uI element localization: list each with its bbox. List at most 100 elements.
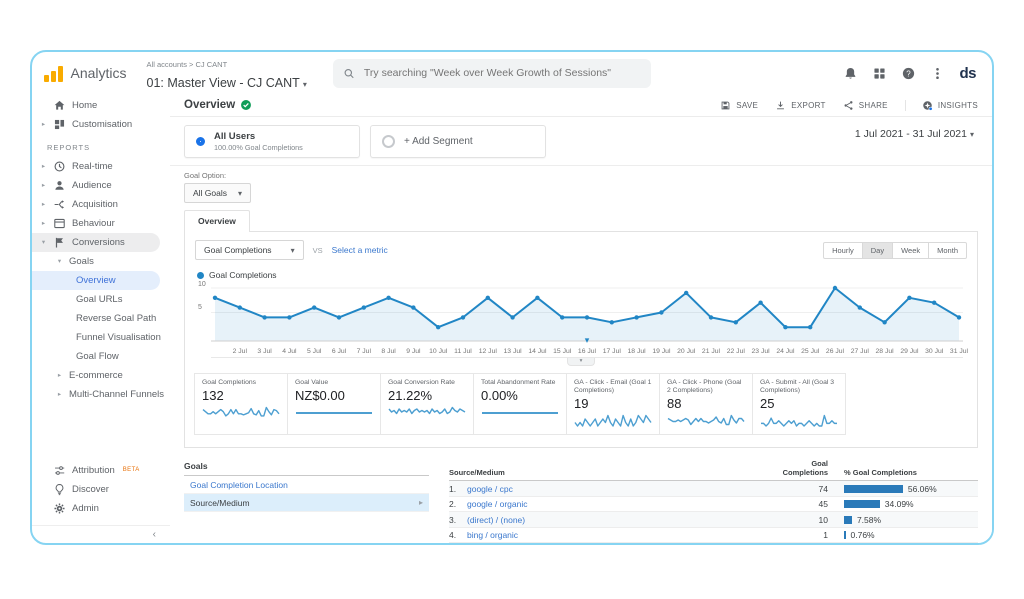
sidebar-item-admin[interactable]: Admin: [32, 499, 170, 518]
annotations-arrow-icon[interactable]: ▾: [584, 335, 590, 345]
sidebar-item-customisation[interactable]: ▸ Customisation: [32, 115, 170, 134]
help-icon[interactable]: ?: [901, 66, 916, 81]
search-input[interactable]: [363, 67, 641, 79]
tab-row: Overview: [170, 203, 992, 232]
metric-card-goal-conversion-rate[interactable]: Goal Conversion Rate 21.22%: [380, 373, 474, 436]
annotations-toggle[interactable]: ▾: [567, 358, 595, 366]
granularity-week[interactable]: Week: [892, 241, 930, 259]
sidebar-item-label: Reverse Goal Path: [76, 312, 157, 324]
granularity-month[interactable]: Month: [928, 241, 967, 259]
x-axis-label: 16 Jul: [577, 348, 597, 355]
sidebar-item-audience[interactable]: ▸ Audience: [32, 176, 170, 195]
export-button[interactable]: EXPORT: [775, 100, 826, 111]
metric-dropdown[interactable]: Goal Completions ▾: [195, 240, 304, 260]
notifications-bell-icon[interactable]: [843, 66, 858, 81]
source-medium-link[interactable]: google / cpc: [467, 483, 513, 494]
goals-row-label: Goal Completion Location: [190, 479, 288, 490]
sidebar-item-goal-urls[interactable]: Goal URLs: [32, 290, 170, 309]
behaviour-icon: [53, 217, 66, 230]
beta-badge: BETA: [122, 466, 140, 473]
sidebar-item-label: Customisation: [72, 118, 133, 130]
sidebar-item-attribution[interactable]: Attribution BETA: [32, 461, 170, 480]
segments-strip: All Users 100.00% Goal Completions + Add…: [170, 117, 992, 166]
save-button[interactable]: SAVE: [720, 100, 758, 111]
overflow-menu-icon[interactable]: [930, 66, 945, 81]
goal-option-dropdown[interactable]: All Goals ▾: [184, 183, 252, 203]
segment-subtitle: 100.00% Goal Completions: [214, 143, 303, 152]
metric-card-ga-click-phone-goal-2-completions[interactable]: GA - Click - Phone (Goal 2 Completions) 8…: [659, 373, 753, 436]
chart-x-axis: 2 Jul 3 Jul 4 Jul 5 Jul 6 Jul 7 Jul 8 Jul 9 Jul…: [211, 346, 968, 358]
metric-card-ga-click-email-goal-1-completions[interactable]: GA - Click - Email (Goal 1 Completions) 1…: [566, 373, 660, 436]
sidebar-footer: Attribution BETA Discover Admin: [32, 461, 170, 520]
col-pct-goal-completions[interactable]: % Goal Completions: [844, 468, 917, 478]
sidebar-nav: Home ▸ Customisation REPORTS ▸ Real-time ▸ Audi…: [32, 96, 170, 404]
add-segment-button[interactable]: + Add Segment: [370, 125, 546, 158]
sidebar-item-real-time[interactable]: ▸ Real-time: [32, 157, 170, 176]
download-icon: [775, 100, 786, 111]
sidebar-item-home[interactable]: Home: [32, 96, 170, 115]
sidebar-item-reverse-goal-path[interactable]: Reverse Goal Path: [32, 309, 170, 328]
pct-bar: [844, 500, 880, 509]
sidebar-item-multi-channel-funnels[interactable]: ▸ Multi-Channel Funnels: [32, 385, 170, 404]
sidebar-item-funnel-visualisation[interactable]: Funnel Visualisation: [32, 328, 170, 347]
google-analytics-logo-icon: [44, 65, 63, 82]
x-axis-label: 23 Jul: [751, 348, 770, 355]
person-icon: [53, 179, 66, 192]
source-medium-link[interactable]: (direct) / (none): [467, 514, 526, 525]
sidebar-item-behaviour[interactable]: ▸ Behaviour: [32, 214, 170, 233]
metric-card-value: 21.22%: [388, 388, 433, 404]
sidebar-item-label: Overview: [76, 274, 116, 286]
metric-card-ga-submit-all-goal-3-completions[interactable]: GA - Submit - All (Goal 3 Completions) 25: [752, 373, 846, 436]
tab-overview[interactable]: Overview: [184, 210, 250, 232]
sidebar-item-label: E-commerce: [69, 369, 123, 381]
pct-bar: [844, 484, 903, 493]
segment-all-users[interactable]: All Users 100.00% Goal Completions: [184, 125, 360, 158]
granularity-day[interactable]: Day: [861, 241, 894, 259]
select-metric-link[interactable]: Select a metric: [331, 245, 388, 255]
acquisition-icon: [53, 198, 66, 211]
x-axis-label: 30 Jul: [925, 348, 944, 355]
goal-option-strip: Goal Option: All Goals ▾: [170, 166, 992, 203]
metric-card-total-abandonment-rate[interactable]: Total Abandonment Rate 0.00%: [473, 373, 567, 436]
home-icon: [53, 99, 66, 112]
goal-completions-chart[interactable]: 5 10 ▾: [198, 281, 963, 345]
table-row: 1. google / cpc 74 56.06%: [449, 481, 978, 497]
pct-value: 7.58%: [856, 514, 882, 525]
source-medium-link[interactable]: bing / organic: [467, 530, 519, 541]
metric-card-goal-value[interactable]: Goal Value NZ$0.00: [287, 373, 381, 436]
search-bar[interactable]: [332, 58, 651, 88]
goals-row-source-medium[interactable]: Source/Medium ▸: [184, 494, 429, 513]
metric-card-sparkline: [761, 415, 837, 428]
date-range-picker[interactable]: 1 Jul 2021 - 31 Jul 2021 ▾: [854, 128, 974, 140]
metric-card-goal-completions[interactable]: Goal Completions 132: [194, 373, 288, 436]
sidebar-item-overview[interactable]: Overview: [32, 271, 160, 290]
sidebar-item-goal-flow[interactable]: Goal Flow: [32, 347, 170, 366]
gear-icon: [53, 502, 66, 515]
granularity-hourly[interactable]: Hourly: [823, 241, 863, 259]
sidebar-item-acquisition[interactable]: ▸ Acquisition: [32, 195, 170, 214]
account-switcher[interactable]: All accounts > CJ CANT 01: Master View -…: [147, 53, 307, 93]
breadcrumb: All accounts > CJ CANT: [146, 60, 228, 69]
apps-grid-icon[interactable]: [872, 66, 887, 81]
col-source-medium[interactable]: Source/Medium: [449, 468, 505, 478]
add-segment-label: + Add Segment: [404, 136, 473, 147]
attribution-icon: [53, 464, 66, 477]
x-axis-label: 15 Jul: [553, 348, 572, 355]
x-axis-label: 3 Jul: [257, 348, 272, 355]
sidebar-collapse-button[interactable]: ‹: [32, 525, 170, 543]
metric-card-label: Goal Completions: [202, 379, 257, 386]
sidebar-item-goals[interactable]: ▾ Goals: [32, 252, 170, 271]
share-button[interactable]: SHARE: [843, 100, 888, 111]
insights-button[interactable]: INSIGHTS: [904, 99, 978, 111]
chevron-right-icon: ▸: [41, 219, 46, 227]
sidebar-item-conversions[interactable]: ▾ Conversions: [32, 233, 160, 252]
sidebar-item-e-commerce[interactable]: ▸ E-commerce: [32, 366, 170, 385]
metric-card-value: 0.00%: [481, 388, 518, 404]
source-medium-link[interactable]: google / organic: [467, 499, 528, 510]
y-axis-tick: 5: [198, 303, 202, 311]
sidebar-item-discover[interactable]: Discover: [32, 480, 170, 499]
col-goal-completions[interactable]: Goal Completions: [782, 459, 828, 478]
goals-row-goal-completion-location[interactable]: Goal Completion Location: [184, 476, 429, 495]
sidebar-item-label: Goal URLs: [76, 293, 123, 305]
x-axis-label: 19 Jul: [652, 348, 671, 355]
